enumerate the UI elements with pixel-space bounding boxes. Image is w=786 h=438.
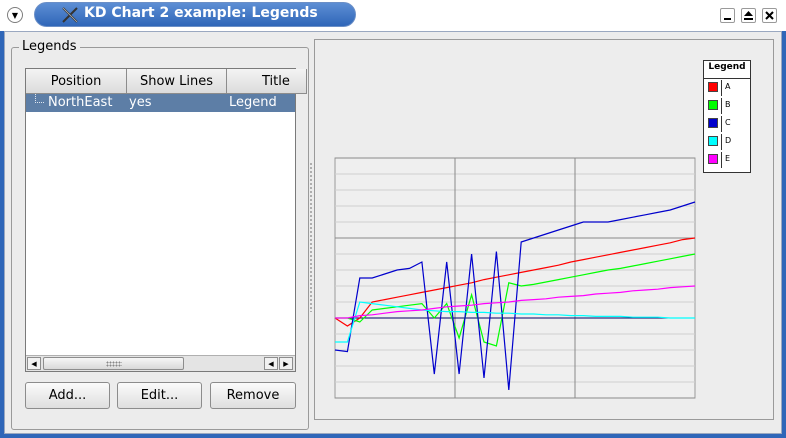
legend-item-e: E	[708, 152, 750, 168]
legend-label: C	[725, 118, 731, 127]
edit-button[interactable]: Edit...	[117, 382, 202, 409]
legend-divider	[721, 152, 722, 168]
scroll-left-button[interactable]: ◀	[27, 357, 41, 370]
cell-show-lines: yes	[129, 95, 152, 110]
arrow-left-icon: ◀	[268, 359, 274, 368]
arrow-left-icon: ◀	[31, 359, 37, 368]
legend-label: E	[725, 154, 731, 163]
window-menu-button[interactable]: ▼	[7, 7, 23, 23]
add-button[interactable]: Add...	[25, 382, 110, 409]
legend-separator	[704, 78, 750, 79]
legends-list[interactable]: Position Show Lines Title NorthEast yes …	[25, 68, 307, 372]
line-chart	[334, 157, 696, 399]
legends-groupbox	[11, 47, 309, 430]
scroll-left-button-2[interactable]: ◀	[264, 357, 278, 370]
legend-divider	[721, 80, 722, 96]
client-area: Legends Position Show Lines Title NorthE…	[4, 31, 782, 434]
plot-area	[334, 157, 696, 399]
legend-divider	[721, 98, 722, 114]
legend-label: B	[725, 100, 731, 109]
legend-item-c: C	[708, 116, 750, 132]
legend-swatch	[708, 82, 718, 92]
app-icon	[62, 7, 78, 23]
splitter-handle[interactable]	[309, 162, 313, 312]
edit-button-label: Edit...	[140, 388, 179, 403]
series-line-d	[335, 301, 695, 343]
cell-position: NorthEast	[48, 95, 113, 110]
legend-item-b: B	[708, 98, 750, 114]
legend-label: A	[725, 82, 731, 91]
legend-label: D	[725, 136, 732, 145]
legend-swatch	[708, 118, 718, 128]
series-line-c	[334, 201, 696, 391]
grip-icon	[106, 361, 122, 367]
minimize-button[interactable]	[720, 8, 735, 23]
legend-swatch	[708, 154, 718, 164]
legends-group-title: Legends	[19, 39, 80, 54]
close-icon	[765, 11, 774, 20]
chevron-down-icon: ▼	[11, 10, 19, 20]
legend-divider	[721, 134, 722, 150]
window-title: KD Chart 2 example: Legends	[84, 5, 318, 21]
series-line-e	[335, 285, 696, 319]
series-line-a	[334, 237, 696, 327]
remove-button[interactable]: Remove	[210, 382, 296, 409]
add-button-label: Add...	[48, 388, 87, 403]
title-bar[interactable]: ▼ KD Chart 2 example: Legends	[0, 0, 786, 31]
list-header: Position Show Lines Title	[26, 69, 307, 94]
horizontal-scrollbar[interactable]: ◀ ◀ ▶	[26, 355, 295, 371]
maximize-icon	[744, 11, 753, 20]
title-pill[interactable]	[34, 2, 356, 27]
column-header-title[interactable]: Title	[227, 69, 307, 94]
column-header-show-lines[interactable]: Show Lines	[127, 69, 227, 94]
legend-title: Legend	[708, 62, 746, 72]
legend-swatch	[708, 136, 718, 146]
cell-title: Legend	[229, 95, 277, 110]
legend-item-d: D	[708, 134, 750, 150]
table-row[interactable]: NorthEast yes Legend	[26, 94, 295, 112]
scrollbar-thumb[interactable]	[43, 357, 184, 370]
legend-swatch	[708, 100, 718, 110]
maximize-button[interactable]	[741, 8, 756, 23]
scroll-right-button[interactable]: ▶	[279, 357, 293, 370]
remove-button-label: Remove	[226, 388, 280, 403]
legend-item-a: A	[708, 80, 750, 96]
close-button[interactable]	[762, 8, 777, 23]
minimize-icon	[724, 18, 731, 20]
tree-branch-icon	[35, 94, 44, 103]
arrow-right-icon: ▶	[283, 359, 289, 368]
legend-divider	[721, 116, 722, 132]
column-header-position[interactable]: Position	[26, 69, 127, 94]
